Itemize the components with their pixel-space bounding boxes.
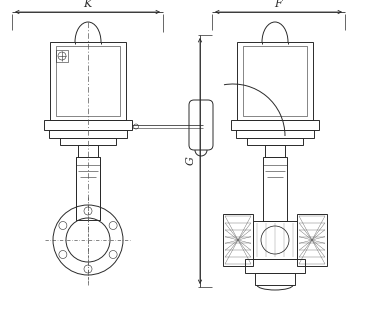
Bar bbox=[231, 120, 319, 130]
Text: G: G bbox=[186, 156, 196, 165]
Bar bbox=[60, 138, 116, 145]
Bar bbox=[265, 145, 285, 157]
Bar bbox=[237, 42, 313, 120]
Bar bbox=[236, 130, 314, 138]
Bar bbox=[78, 145, 98, 157]
Bar bbox=[223, 214, 253, 266]
Bar bbox=[50, 42, 126, 120]
Bar bbox=[56, 46, 120, 116]
Text: F: F bbox=[275, 0, 282, 9]
Bar bbox=[44, 120, 132, 130]
Bar bbox=[263, 157, 287, 221]
Bar bbox=[255, 273, 295, 285]
Bar bbox=[247, 138, 303, 145]
Bar bbox=[243, 46, 307, 116]
Bar bbox=[49, 130, 127, 138]
Bar bbox=[245, 259, 305, 273]
Text: K: K bbox=[83, 0, 92, 9]
Bar bbox=[297, 214, 327, 266]
Bar bbox=[76, 157, 100, 220]
Bar bbox=[253, 221, 297, 259]
Bar bbox=[56, 50, 68, 62]
